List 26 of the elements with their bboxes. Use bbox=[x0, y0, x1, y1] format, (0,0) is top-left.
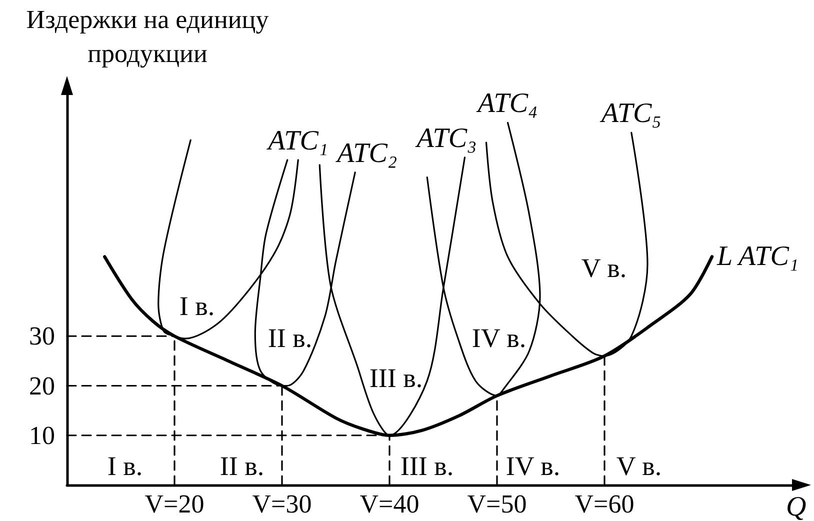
annotation: V в. bbox=[616, 451, 662, 481]
x-tick-label: V=40 bbox=[360, 490, 420, 518]
x-tick-label: V=60 bbox=[574, 490, 634, 518]
y-tick-label: 30 bbox=[29, 322, 55, 351]
y-tick-label: 20 bbox=[29, 371, 55, 400]
series-label: ATC₂ bbox=[335, 138, 398, 169]
series-label: ATC₅ bbox=[599, 98, 662, 130]
annotation: I в. bbox=[179, 291, 215, 321]
x-tick-label: V=30 bbox=[252, 490, 312, 518]
annotation: IV в. bbox=[472, 323, 526, 353]
annotation: III в. bbox=[400, 451, 454, 481]
annotation: I в. bbox=[107, 451, 143, 481]
y-axis-title: Издержки на единицу продукции bbox=[25, 4, 270, 70]
y-tick-label: 10 bbox=[29, 420, 55, 450]
x-tick-label: V=20 bbox=[144, 490, 204, 518]
annotation: III в. bbox=[369, 363, 423, 393]
series-label: ATC₁ bbox=[266, 125, 328, 156]
series-label: ATC₄ bbox=[476, 88, 538, 120]
x-tick-label: V=50 bbox=[467, 490, 527, 518]
annotation: II в. bbox=[268, 323, 312, 353]
series-label: ATC₃ bbox=[414, 122, 477, 154]
annotation: IV в. bbox=[506, 451, 560, 481]
annotation: II в. bbox=[220, 451, 264, 481]
series-label: L ATC₁ bbox=[716, 241, 799, 272]
x-axis-title: Q bbox=[786, 492, 806, 521]
annotation: V в. bbox=[581, 253, 627, 283]
